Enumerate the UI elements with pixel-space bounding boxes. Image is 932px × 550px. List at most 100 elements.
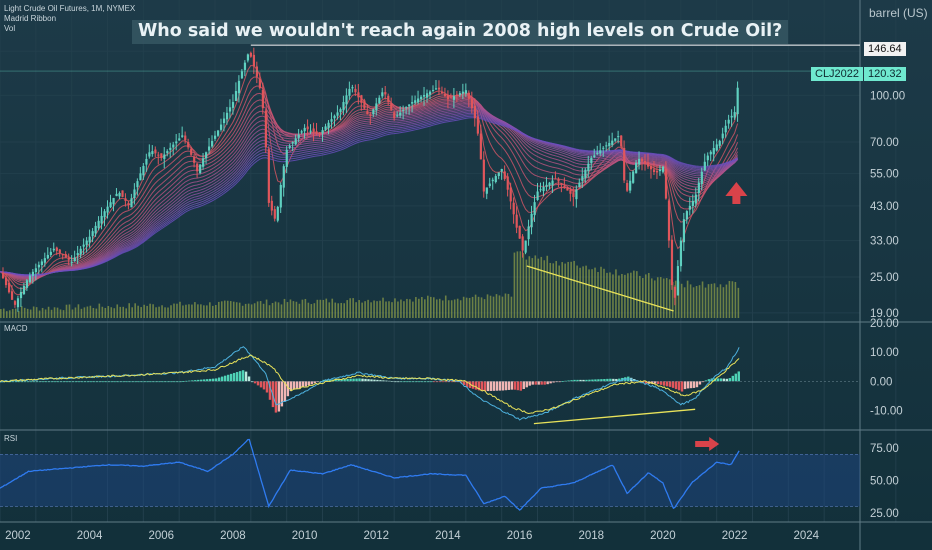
macd-histogram-bar — [364, 378, 367, 382]
volume-bar — [125, 308, 128, 318]
volume-bar — [77, 304, 80, 318]
volume-bar — [5, 311, 8, 318]
macd-histogram-bar — [146, 381, 149, 383]
candle-body — [405, 107, 408, 109]
volume-bar — [313, 303, 316, 318]
volume-bar — [23, 307, 26, 318]
candle-body — [246, 54, 250, 61]
macd-histogram-bar — [304, 381, 307, 387]
macd-histogram-bar — [588, 379, 591, 382]
macd-histogram-bar — [191, 380, 194, 382]
candle-body — [109, 202, 112, 208]
candle-body — [261, 89, 264, 109]
volume-bar — [698, 285, 701, 318]
volume-bar — [716, 287, 719, 318]
volume-bar — [636, 271, 638, 318]
price-tick-label: 25.00 — [870, 272, 899, 284]
candle-body — [455, 94, 459, 96]
volume-bar — [710, 283, 713, 318]
candle-body — [724, 125, 727, 133]
volume-bar — [212, 305, 214, 318]
macd-histogram-bar — [471, 381, 475, 389]
macd-histogram-bar — [110, 381, 113, 383]
volume-bar — [194, 302, 196, 318]
volume-bar — [453, 299, 456, 318]
macd-histogram-bar — [600, 379, 603, 382]
volume-bar — [379, 300, 381, 318]
candle-body — [282, 166, 285, 188]
volume-bar — [355, 302, 357, 318]
volume-bar — [552, 263, 555, 318]
candle-body — [267, 149, 270, 203]
volume-bar — [701, 281, 704, 318]
macd-histogram-bar — [286, 381, 290, 397]
macd-histogram-bar — [65, 381, 69, 383]
volume-bar — [513, 252, 516, 318]
macd-histogram-bar — [453, 381, 457, 383]
macd-histogram-bar — [642, 381, 645, 383]
macd-histogram-bar — [143, 381, 146, 383]
year-tick-label: 2024 — [793, 530, 819, 542]
volume-bar — [268, 305, 271, 318]
year-tick-label: 2004 — [77, 530, 103, 542]
candle-body — [372, 109, 375, 115]
candle-body — [214, 135, 217, 139]
candle-body — [264, 110, 267, 148]
volume-bar — [95, 308, 98, 318]
volume-bar — [104, 307, 107, 318]
macd-histogram-bar — [212, 378, 215, 382]
volume-bar — [241, 305, 244, 318]
volume-bar — [113, 308, 116, 318]
macd-histogram-bar — [47, 381, 51, 383]
macd-histogram-bar — [680, 381, 684, 392]
candle-body — [79, 248, 82, 255]
volume-bar — [206, 305, 208, 318]
candle-body — [437, 87, 441, 90]
volume-bar — [480, 297, 483, 318]
candle-body — [635, 162, 638, 174]
macd-histogram-bar — [367, 379, 370, 382]
macd-histogram-bar — [591, 379, 594, 382]
macd-histogram-bar — [522, 381, 525, 389]
volume-bar — [603, 268, 605, 318]
candle-body — [617, 136, 620, 138]
volume-bar — [14, 308, 17, 318]
candle-body — [288, 145, 291, 148]
macd-histogram-bar — [534, 381, 537, 385]
volume-bar — [367, 299, 369, 318]
volume-bar — [418, 298, 420, 318]
macd-histogram-bar — [313, 381, 316, 384]
candle-body — [557, 178, 560, 182]
candle-body — [294, 138, 297, 145]
price-tick-label: 70.00 — [870, 137, 899, 149]
volume-bar — [50, 309, 53, 318]
macd-histogram-bar — [161, 381, 164, 383]
volume-bar — [56, 307, 59, 318]
candle-body — [417, 98, 420, 103]
volume-bar — [653, 280, 656, 318]
volume-bar — [307, 302, 310, 318]
macd-histogram-bar — [430, 381, 433, 383]
volume-bar — [543, 260, 546, 318]
volume-bar — [713, 283, 716, 318]
candle-body — [387, 95, 390, 102]
macd-histogram-bar — [89, 381, 92, 383]
candle-body — [551, 180, 554, 186]
candle-body — [342, 102, 345, 111]
candle-body — [216, 130, 220, 136]
volume-bar — [110, 307, 113, 318]
candle-body — [354, 88, 357, 93]
macd-histogram-bar — [519, 381, 522, 391]
unit-label[interactable]: barrel (US) — [869, 6, 928, 20]
candle-body — [736, 87, 739, 115]
candle-body — [133, 189, 136, 199]
candle-body — [208, 146, 211, 151]
macd-histogram-bar — [618, 378, 621, 382]
candle-body — [348, 88, 351, 96]
macd-histogram-bar — [403, 381, 406, 383]
candle-body — [602, 147, 605, 149]
macd-histogram-bar — [594, 379, 597, 382]
macd-histogram-bar — [17, 381, 21, 383]
macd-histogram-bar — [630, 377, 633, 382]
